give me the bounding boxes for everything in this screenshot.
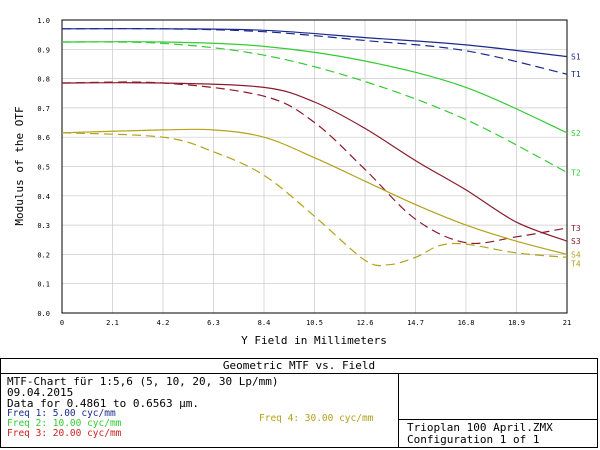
- x-tick-label: 6.3: [207, 319, 220, 327]
- x-tick-label: 10.5: [306, 319, 323, 327]
- x-tick-label: 18.9: [508, 319, 525, 327]
- x-axis-label: Y Field in Millimeters: [241, 334, 387, 347]
- panel-details: MTF-Chart für 1:5,6 (5, 10, 20, 30 Lp/mm…: [7, 376, 279, 439]
- panel-line-3: Data for 0.4861 to 0.6563 µm.: [7, 397, 200, 410]
- x-tick-label: 16.8: [458, 319, 475, 327]
- y-tick-label: 0.2: [37, 251, 50, 259]
- y-tick-label: 0.1: [37, 281, 50, 289]
- x-tick-label: 21: [563, 319, 571, 327]
- chart-series: [61, 27, 568, 267]
- x-tick-labels: 0 2.1 4.2 6.3 8.4 10.5 12.6 14.7 16.8 18.9 21: [60, 319, 571, 327]
- y-tick-label: 0.0: [37, 310, 50, 318]
- series-line-t2: [61, 41, 568, 173]
- chart-grid: [61, 19, 568, 314]
- y-tick-label: 0.9: [37, 46, 50, 54]
- series-line-t1: [61, 27, 568, 75]
- y-tick-label: 1.0: [37, 17, 50, 25]
- series-label-t4: T4: [571, 259, 581, 268]
- x-tick-label: 8.4: [258, 319, 271, 327]
- series-line-s4: [61, 128, 568, 255]
- y-tick-labels: 0.0 0.1 0.2 0.3 0.4 0.5 0.6 0.7 0.8 0.9 1.0: [37, 17, 50, 318]
- configuration: Configuration 1 of 1: [407, 433, 540, 446]
- y-tick-label: 0.6: [37, 134, 50, 142]
- freq-3-label: Freq 3: 20.00 cyc/mm: [7, 428, 122, 439]
- info-panel: Geometric MTF vs. Field MTF-Chart für 1:…: [0, 358, 598, 448]
- y-tick-label: 0.4: [37, 193, 50, 201]
- series-label-t2: T2: [571, 168, 581, 177]
- series-line-s2: [61, 41, 568, 134]
- freq-4-label: Freq 4: 30.00 cyc/mm: [259, 413, 374, 424]
- series-label-t1: T1: [571, 70, 581, 79]
- x-tick-label: 0: [60, 319, 64, 327]
- file-name: Trioplan 100 April.ZMX: [407, 421, 553, 434]
- y-tick-label: 0.8: [37, 76, 50, 84]
- freq-list: Freq 1: 5.00 cyc/mm Freq 2: 10.00 cyc/mm F…: [7, 409, 279, 439]
- y-tick-label: 0.3: [37, 222, 50, 230]
- x-tick-label: 2.1: [106, 319, 119, 327]
- x-tick-label: 14.7: [407, 319, 424, 327]
- x-tick-label: 12.6: [357, 319, 374, 327]
- panel-title: Geometric MTF vs. Field: [1, 359, 597, 374]
- y-axis-label: Modulus of the OTF: [13, 106, 26, 225]
- freq-2-label: Freq 2: 10.00 cyc/mm: [7, 418, 122, 429]
- mtf-chart: 0.0 0.1 0.2 0.3 0.4 0.5 0.6 0.7 0.8 0.9 1.0 0 2.1 4.…: [13, 17, 581, 347]
- series-label-s1: S1: [571, 53, 581, 62]
- series-line-t4: [61, 132, 568, 267]
- y-tick-label: 0.5: [37, 164, 50, 172]
- panel-line-1: MTF-Chart für 1:5,6 (5, 10, 20, 30 Lp/mm…: [7, 375, 279, 388]
- file-info-box: Trioplan 100 April.ZMX Configuration 1 o…: [399, 419, 597, 447]
- series-line-t3: [61, 81, 568, 244]
- series-label-s4: S4: [571, 250, 581, 259]
- series-label-s2: S2: [571, 129, 581, 138]
- series-label-t3: T3: [571, 224, 581, 233]
- plot-frame: [61, 19, 568, 314]
- freq-1-label: Freq 1: 5.00 cyc/mm: [7, 408, 116, 419]
- y-tick-label: 0.7: [37, 105, 50, 113]
- panel-line-2: 09.04.2015: [7, 386, 74, 399]
- series-label-s3: S3: [571, 237, 581, 246]
- x-tick-label: 4.2: [157, 319, 170, 327]
- panel-right: Trioplan 100 April.ZMX Configuration 1 o…: [398, 374, 597, 447]
